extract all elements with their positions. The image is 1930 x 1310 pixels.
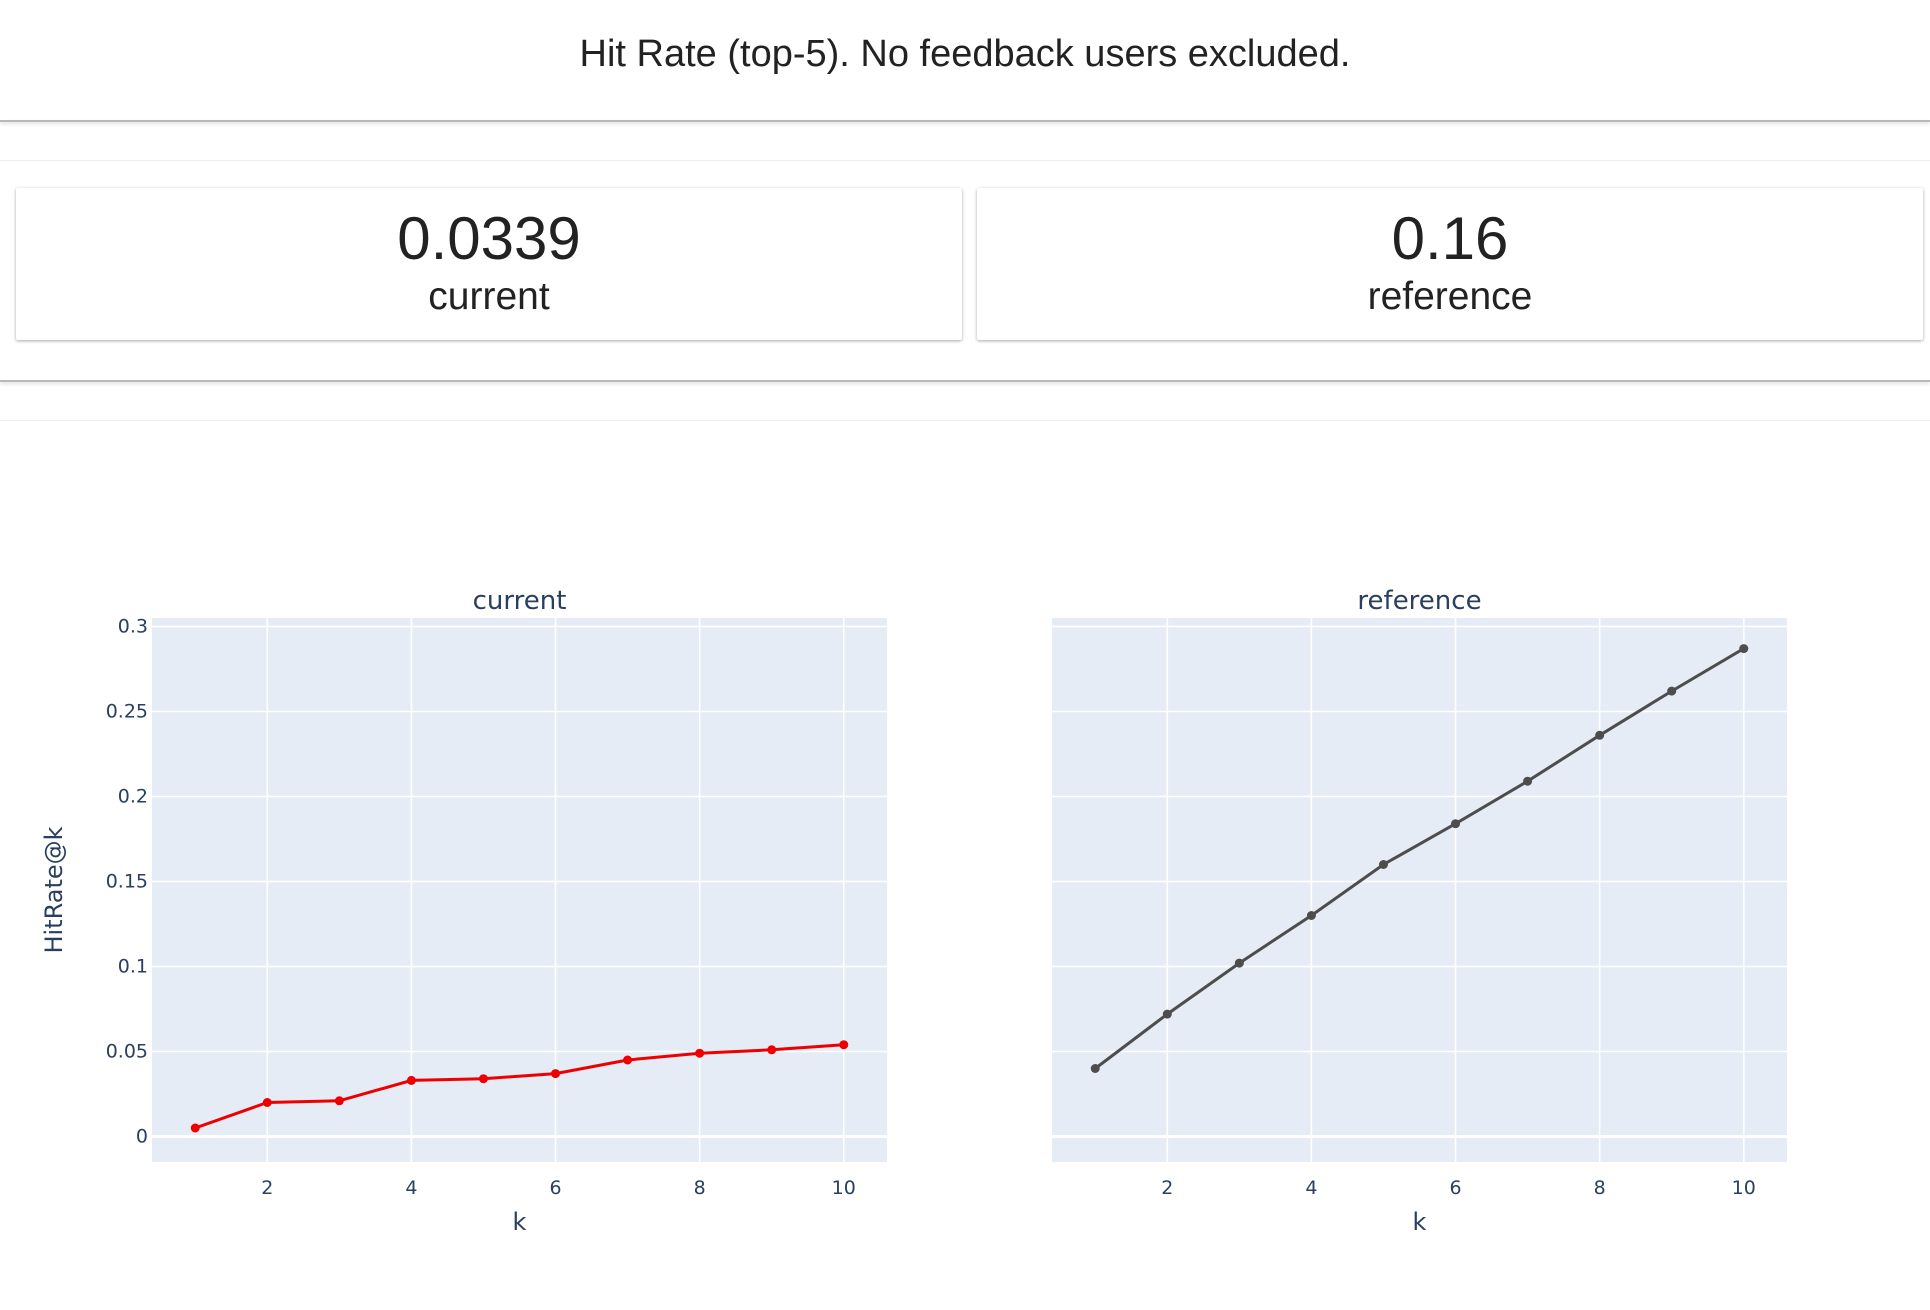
report-header: Hit Rate (top-5). No feedback users excl…: [0, 0, 1930, 120]
series-line: [1094, 647, 1745, 1070]
chart-title: current: [473, 586, 567, 616]
x-axis-label: k: [1413, 1208, 1427, 1236]
x-tick-label: 2: [1161, 1177, 1173, 1199]
data-point: [623, 1055, 633, 1065]
counter-label-reference: reference: [1367, 275, 1533, 318]
y-tick-label: 0.3: [118, 616, 148, 638]
data-point: [1234, 958, 1244, 968]
y-axis-label: HitRate@k: [40, 826, 68, 953]
data-point: [1595, 730, 1605, 740]
chart-panel-0: 0 0.05 0.1 0.15 0.2 0.25 0.3 2 4 6 8 10 current k HitR…: [40, 586, 887, 1236]
counter-card-current: 0.0339 current: [16, 188, 962, 340]
x-tick-label: 10: [1732, 1177, 1756, 1199]
report-title: Hit Rate (top-5). No feedback users excl…: [579, 32, 1351, 75]
data-point: [1306, 911, 1316, 920]
data-point: [839, 1040, 849, 1050]
data-point: [767, 1045, 777, 1055]
series-line: [194, 1043, 844, 1130]
x-tick-label: 8: [694, 1177, 706, 1199]
counter-card-reference: 0.16 reference: [977, 188, 1923, 340]
counter-label-current: current: [428, 275, 550, 318]
x-tick-label: 6: [1449, 1177, 1461, 1199]
y-tick-label: 0.05: [106, 1041, 148, 1063]
chart-title: reference: [1357, 586, 1481, 616]
x-tick-label: 8: [1594, 1177, 1606, 1199]
x-tick-label: 6: [549, 1177, 561, 1199]
header-divider: [0, 120, 1930, 122]
data-point: [334, 1096, 344, 1106]
x-tick-label: 4: [405, 1177, 417, 1199]
data-point: [190, 1123, 200, 1133]
counter-value-reference: 0.16: [1391, 205, 1509, 272]
data-point: [1378, 860, 1388, 869]
y-tick-label: 0: [136, 1126, 148, 1148]
data-point: [1162, 1009, 1172, 1019]
data-point: [1667, 686, 1677, 696]
chart-panel-1: 2 4 6 8 10 reference k: [1052, 586, 1787, 1236]
y-tick-label: 0.1: [118, 956, 148, 978]
data-point: [551, 1069, 561, 1079]
y-tick-label: 0.15: [106, 871, 148, 893]
data-point: [1739, 644, 1749, 654]
plot-area: [152, 618, 887, 1162]
data-point: [695, 1048, 705, 1058]
x-tick-label: 2: [261, 1177, 273, 1199]
counters-divider: [0, 380, 1930, 382]
data-point: [406, 1075, 416, 1085]
x-tick-label: 4: [1305, 1177, 1317, 1199]
data-point: [1090, 1064, 1100, 1073]
plot-area: [1052, 618, 1787, 1162]
counter-value-current: 0.0339: [397, 205, 581, 272]
data-point: [1523, 776, 1533, 786]
data-point: [478, 1074, 488, 1084]
section-divider: [0, 160, 1930, 161]
section-divider-2: [0, 420, 1930, 421]
data-point: [1451, 819, 1461, 829]
x-axis-label: k: [513, 1208, 527, 1236]
data-point: [262, 1098, 272, 1107]
x-tick-label: 10: [832, 1177, 856, 1199]
y-tick-label: 0.2: [118, 786, 148, 808]
y-tick-label: 0.25: [106, 701, 148, 723]
